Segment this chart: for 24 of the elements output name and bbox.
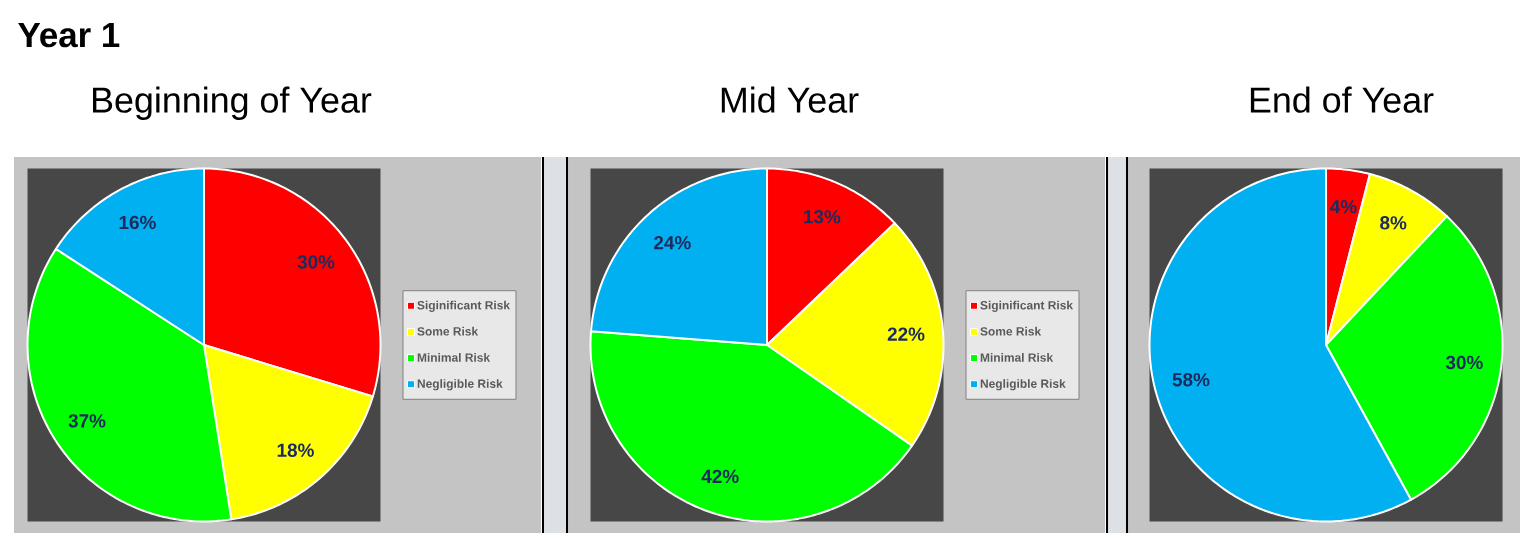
legend-label: Some Risk [980,326,1042,336]
data-label: 4% [1330,200,1357,214]
data-label: 58% [1172,372,1210,387]
data-label: 30% [297,255,335,269]
data-label: 30% [1445,355,1483,370]
data-label: 37% [68,414,106,428]
data-label: 18% [277,443,314,457]
data-label: 13% [804,210,841,224]
legend-label: Siginificant Risk [417,300,510,312]
data-label: 22% [887,327,925,341]
data-label: 42% [701,469,739,484]
legend-label: Minimal Risk [417,353,491,362]
chart-title: Mid Year [721,86,859,113]
legend-label: Negligible Risk [417,379,503,391]
legend-label: Minimal Risk [980,353,1054,362]
text: Year 1 [18,22,120,48]
legend-label: Siginificant Risk [980,300,1074,312]
legend-label: Negligible Risk [980,379,1066,391]
chart-title: End of Year [1250,86,1434,113]
data-label: 24% [654,235,691,250]
legend-label: Some Risk [417,326,479,336]
data-label: 8% [1380,216,1407,230]
chart-title: Beginning of Year [93,86,372,120]
data-label: 16% [119,215,156,230]
